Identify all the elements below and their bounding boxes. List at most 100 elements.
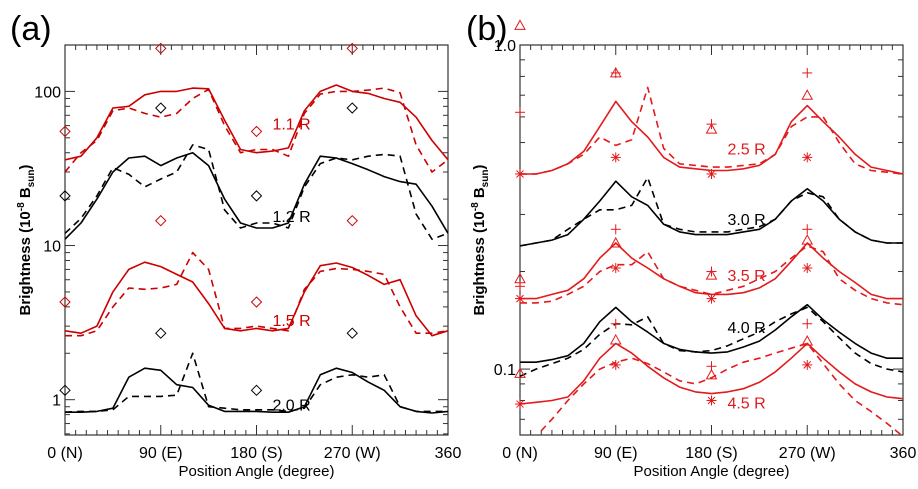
asterisk-marker [706,168,717,179]
triangle-marker [609,333,622,345]
diamond-marker [250,384,263,397]
asterisk-marker [610,263,621,274]
x-axis-title: Position Angle (degree) [179,463,335,480]
triangle-marker [514,367,526,378]
series-line-3-0-r-dashed [520,176,903,247]
y-tick-label: 100 [34,84,61,101]
series-line-2-0-r-solid [65,367,448,414]
curve-label: 4.5 R [727,395,765,412]
plus-marker [706,119,717,130]
y-title-exp: -8 [470,202,481,211]
panel-label: (a) [10,10,52,48]
plus-marker [610,67,621,78]
plot-frame [64,44,449,436]
curve-label: 3.5 R [727,268,765,285]
plus-marker [706,361,717,372]
x-tick-label: 0 (N) [502,445,538,462]
series-line-4-5-r-dashed [536,342,903,435]
triangle-marker [801,335,814,346]
y-title-close: ) [17,165,34,170]
y-axis-title: Brightness (10-8 Bsun) [16,165,37,316]
series-line-2-5-r-dashed [520,86,903,175]
x-tick-label: 90 (E) [594,445,638,462]
series-line-4-5-r-solid [520,342,903,405]
series-line-4-0-r-dashed [520,306,903,378]
panel-label: (b) [466,10,508,48]
y-title-main: Brightness (10 [471,211,488,315]
diamond-marker [250,125,263,138]
asterisk-marker [610,359,621,370]
panel-b: (b) 0 (N) 90 (E) 180 (S) 270 (W) 360 Position … [466,10,916,480]
diamond-marker [155,102,167,114]
triangle-marker [705,123,718,134]
x-tick-label: 360 [435,445,462,462]
asterisk-marker [610,152,621,163]
series-line-3-0-r-solid [520,180,903,247]
plus-marker [610,224,621,235]
diamond-marker [346,214,358,227]
series-line-1-5-r-solid [65,261,448,337]
curve-label: 3.0 R [727,212,765,229]
series-line-1-2-r-dashed [65,144,448,240]
x-tick-label: 180 (S) [230,445,282,462]
curve-label: 1.1 R [272,116,310,133]
y-title-main: Brightness (10 [17,211,34,315]
diamond-marker [346,42,358,55]
asterisk-marker [515,293,525,304]
asterisk-marker [706,395,717,406]
plus-marker [610,318,621,329]
diamond-marker [59,384,71,397]
asterisk-marker [515,399,525,410]
curve-label: 2.5 R [727,141,765,158]
x-tick-label: 360 [890,445,917,462]
diamond-marker [250,296,263,308]
y-tick-label: 0.1 [494,362,516,379]
diamond-marker [155,214,167,227]
y-title-unit: B [471,187,488,202]
x-tick-label: 270 (W) [779,445,836,462]
plus-marker [802,318,813,329]
y-title-sub: sun [26,170,37,188]
asterisk-marker [802,152,813,163]
y-title-close: ) [471,165,488,170]
x-axis-title: Position Angle (degree) [634,463,790,480]
diamond-marker [346,327,358,339]
curve-label: 1.5 R [272,313,310,330]
asterisk-marker [802,263,813,274]
diamond-marker [59,296,71,308]
y-axis-title: Brightness (10-8 Bsun) [470,165,491,316]
series-line-1-1-r-solid [65,84,448,161]
plus-marker [515,107,525,118]
diamond-marker [155,42,167,55]
asterisk-marker [515,168,525,179]
diamond-marker [59,190,71,202]
triangle-marker [609,236,622,248]
series-line-4-0-r-solid [520,303,903,363]
curve-label: 4.0 R [727,320,765,337]
series-line-1-5-r-dashed [65,251,448,337]
curve-label: 1.2 R [272,209,310,226]
triangle-marker [801,234,814,245]
diamond-marker [59,125,71,138]
plus-marker [515,281,525,292]
triangle-marker [514,19,526,30]
series-line-1-2-r-solid [65,151,448,240]
triangle-marker [801,89,814,100]
triangle-marker [705,368,718,380]
y-title-exp: -8 [16,202,27,211]
diamond-marker [250,190,263,202]
y-tick-label: 10 [43,239,61,256]
x-tick-label: 90 (E) [139,445,183,462]
series-line-2-0-r-dashed [65,352,448,413]
y-title-sub: sun [480,170,491,188]
diamond-marker [346,102,358,114]
plus-marker [802,67,813,78]
triangle-marker [705,269,718,280]
y-tick-label: 1 [52,393,61,410]
x-tick-label: 180 (S) [685,445,737,462]
plus-marker [706,266,717,277]
y-title-unit: B [17,187,34,202]
curve-label: 2.0 R [272,398,310,415]
series-line-2-5-r-solid [520,100,903,175]
